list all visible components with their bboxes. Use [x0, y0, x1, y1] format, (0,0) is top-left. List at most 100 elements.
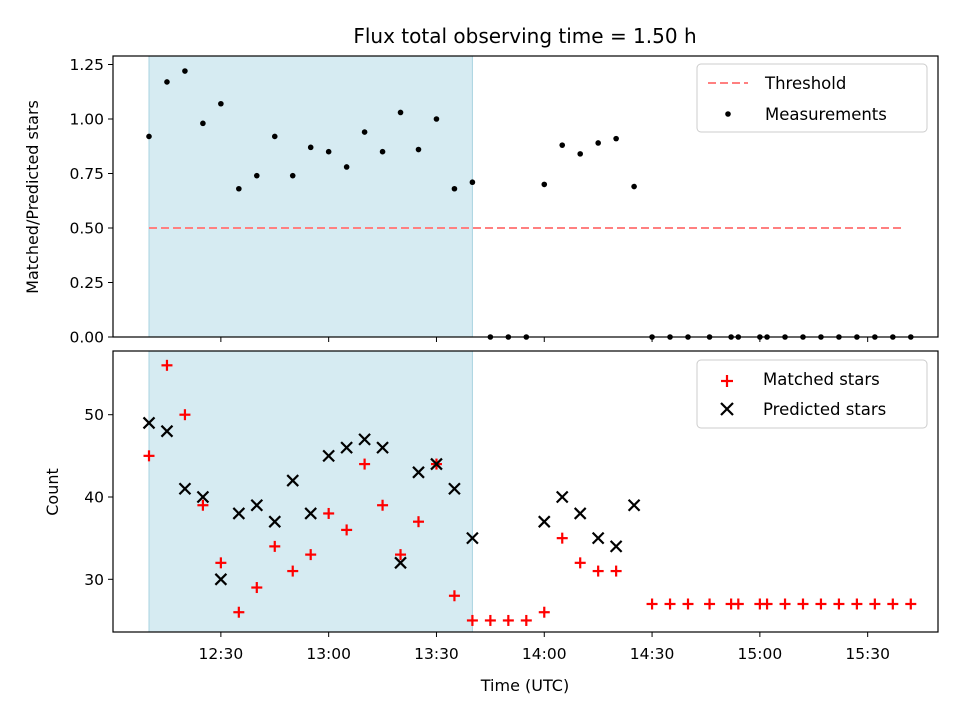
legend-measurements-label: Measurements — [765, 105, 887, 124]
predicted-star-point — [466, 531, 479, 545]
measurement-point — [236, 185, 242, 192]
measurement-point — [433, 116, 440, 122]
matched-star-point — [851, 598, 863, 610]
matched-star-point — [905, 598, 917, 610]
predicted-star-point — [214, 573, 228, 586]
x-tick-label: 13:00 — [306, 645, 351, 663]
predicted-star-point — [304, 507, 317, 520]
measurement-point — [146, 133, 152, 140]
measurement-point — [182, 68, 188, 74]
predicted-star-point — [160, 424, 174, 438]
top-shaded-region — [148, 55, 473, 338]
bottom-x-ticks: 12:30 13:00 13:30 14:00 14:30 15:00 15:30 — [199, 632, 890, 663]
y-tick-label: 40 — [84, 489, 104, 507]
x-axis-label: Time (UTC) — [480, 676, 569, 695]
count-points — [142, 359, 917, 626]
measurement-point — [577, 151, 583, 157]
y-tick-label: 1.00 — [69, 111, 104, 129]
x-tick-label: 15:00 — [738, 645, 783, 663]
matched-star-point — [574, 557, 586, 569]
matched-star-point — [704, 598, 716, 610]
predicted-star-point — [268, 515, 282, 528]
predicted-star-point — [627, 498, 641, 512]
predicted-star-point — [591, 531, 605, 545]
bottom-legend: Matched stars Predicted stars — [696, 359, 928, 429]
matched-star-point — [233, 606, 245, 618]
matched-star-point — [197, 499, 209, 511]
measurement-point — [379, 148, 386, 155]
y-tick-label: 0.75 — [69, 165, 104, 183]
matched-star-point — [269, 540, 281, 552]
top-x-ticks — [220, 337, 869, 342]
predicted-star-point — [178, 482, 192, 496]
y-tick-label: 0.25 — [69, 274, 104, 292]
matched-star-point — [161, 359, 173, 371]
y-tick-label: 1.25 — [69, 56, 104, 74]
matched-star-point — [466, 614, 478, 626]
matched-star-point — [538, 606, 550, 618]
matched-star-point — [143, 450, 155, 462]
top-plot-frame — [112, 55, 939, 338]
measurement-point — [343, 164, 350, 170]
measurement-point — [613, 135, 619, 142]
legend-predicted-swatch — [720, 402, 734, 416]
predicted-star-point — [555, 490, 569, 504]
matched-star-point — [592, 565, 604, 577]
x-tick-label: 14:00 — [522, 645, 567, 663]
legend-matched-swatch — [721, 375, 733, 387]
measurement-point — [451, 185, 458, 192]
measurement-point — [200, 120, 206, 127]
legend-matched-label: Matched stars — [763, 370, 880, 389]
legend-predicted-label: Predicted stars — [763, 400, 886, 419]
matched-star-point — [413, 516, 424, 528]
matched-star-point — [251, 582, 263, 594]
measurement-point — [307, 144, 314, 151]
bottom-y-ticks: 30 40 50 — [84, 406, 113, 589]
measurement-point — [253, 172, 260, 179]
predicted-star-point — [322, 449, 335, 463]
measurement-point — [397, 109, 404, 116]
chart-title: Flux total observing time = 1.50 h — [353, 24, 696, 48]
matched-star-point — [732, 598, 744, 610]
legend-threshold-label: Threshold — [764, 74, 846, 93]
predicted-star-point — [340, 441, 353, 454]
matched-star-point — [323, 507, 335, 519]
predicted-star-point — [609, 540, 623, 553]
predicted-star-point — [358, 433, 371, 446]
matched-star-point — [869, 598, 881, 610]
matched-star-point — [341, 524, 353, 536]
matched-star-point — [484, 614, 496, 626]
predicted-star-point — [142, 416, 156, 430]
matched-star-point — [215, 557, 227, 569]
matched-star-point — [179, 409, 191, 421]
matched-star-point — [682, 598, 694, 610]
matched-star-point — [646, 598, 658, 610]
predicted-star-point — [196, 490, 210, 504]
predicted-star-point — [412, 466, 425, 479]
predicted-star-point — [537, 515, 551, 528]
matched-star-point — [395, 549, 407, 561]
measurement-point — [631, 183, 637, 190]
matched-star-point — [377, 499, 389, 511]
measurement-points — [146, 68, 914, 340]
top-y-axis-label: Matched/Predicted stars — [23, 100, 42, 294]
matched-star-point — [305, 549, 317, 561]
matched-star-point — [833, 598, 845, 610]
bottom-plot-frame — [112, 350, 939, 633]
top-y-ticks: 0.00 0.25 0.50 0.75 1.00 1.25 — [69, 56, 113, 347]
matched-star-point — [287, 565, 299, 577]
x-tick-label: 15:30 — [845, 645, 890, 663]
bottom-shaded-region — [148, 350, 473, 633]
predicted-star-point — [394, 556, 407, 570]
x-tick-label: 14:30 — [630, 645, 675, 663]
measurement-point — [361, 129, 368, 135]
matched-star-point — [761, 598, 773, 610]
matched-star-point — [797, 598, 809, 610]
x-tick-label: 12:30 — [199, 645, 244, 663]
matched-star-point — [359, 458, 371, 470]
x-tick-label: 13:30 — [414, 645, 459, 663]
measurement-point — [289, 172, 296, 179]
y-tick-label: 0.00 — [69, 329, 104, 347]
y-tick-label: 30 — [84, 571, 104, 589]
predicted-star-point — [232, 507, 246, 520]
